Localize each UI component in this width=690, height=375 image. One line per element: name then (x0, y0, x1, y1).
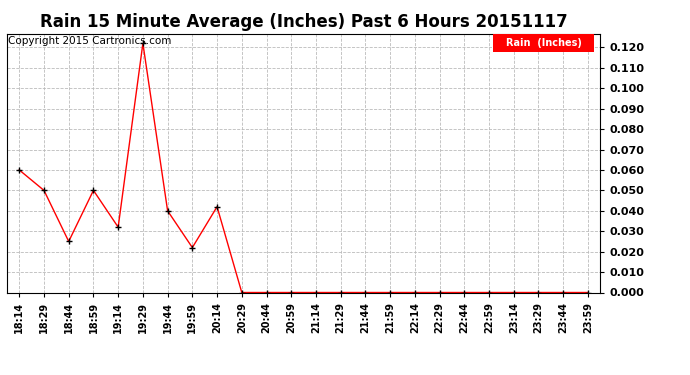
Rain  (Inches) (262, 290, 270, 295)
Text: Copyright 2015 Cartronics.com: Copyright 2015 Cartronics.com (8, 36, 171, 46)
Rain  (Inches) (485, 290, 493, 295)
Rain  (Inches) (287, 290, 295, 295)
Rain  (Inches) (213, 204, 221, 209)
Rain  (Inches) (559, 290, 567, 295)
Rain  (Inches) (386, 290, 394, 295)
Rain  (Inches) (237, 290, 246, 295)
Line: Rain  (Inches): Rain (Inches) (17, 40, 591, 295)
Rain  (Inches) (411, 290, 419, 295)
Rain  (Inches) (114, 225, 122, 230)
Rain  (Inches) (584, 290, 592, 295)
Rain  (Inches) (40, 188, 48, 193)
Rain  (Inches) (534, 290, 542, 295)
Title: Rain 15 Minute Average (Inches) Past 6 Hours 20151117: Rain 15 Minute Average (Inches) Past 6 H… (40, 13, 567, 31)
Rain  (Inches) (312, 290, 320, 295)
Rain  (Inches) (337, 290, 345, 295)
Rain  (Inches) (460, 290, 469, 295)
Rain  (Inches) (15, 168, 23, 172)
Rain  (Inches) (362, 290, 370, 295)
Rain  (Inches) (164, 209, 172, 213)
Rain  (Inches) (139, 41, 147, 46)
Rain  (Inches) (188, 245, 197, 250)
Rain  (Inches) (510, 290, 518, 295)
Rain  (Inches) (435, 290, 444, 295)
Rain  (Inches) (65, 239, 73, 244)
Rain  (Inches) (89, 188, 97, 193)
